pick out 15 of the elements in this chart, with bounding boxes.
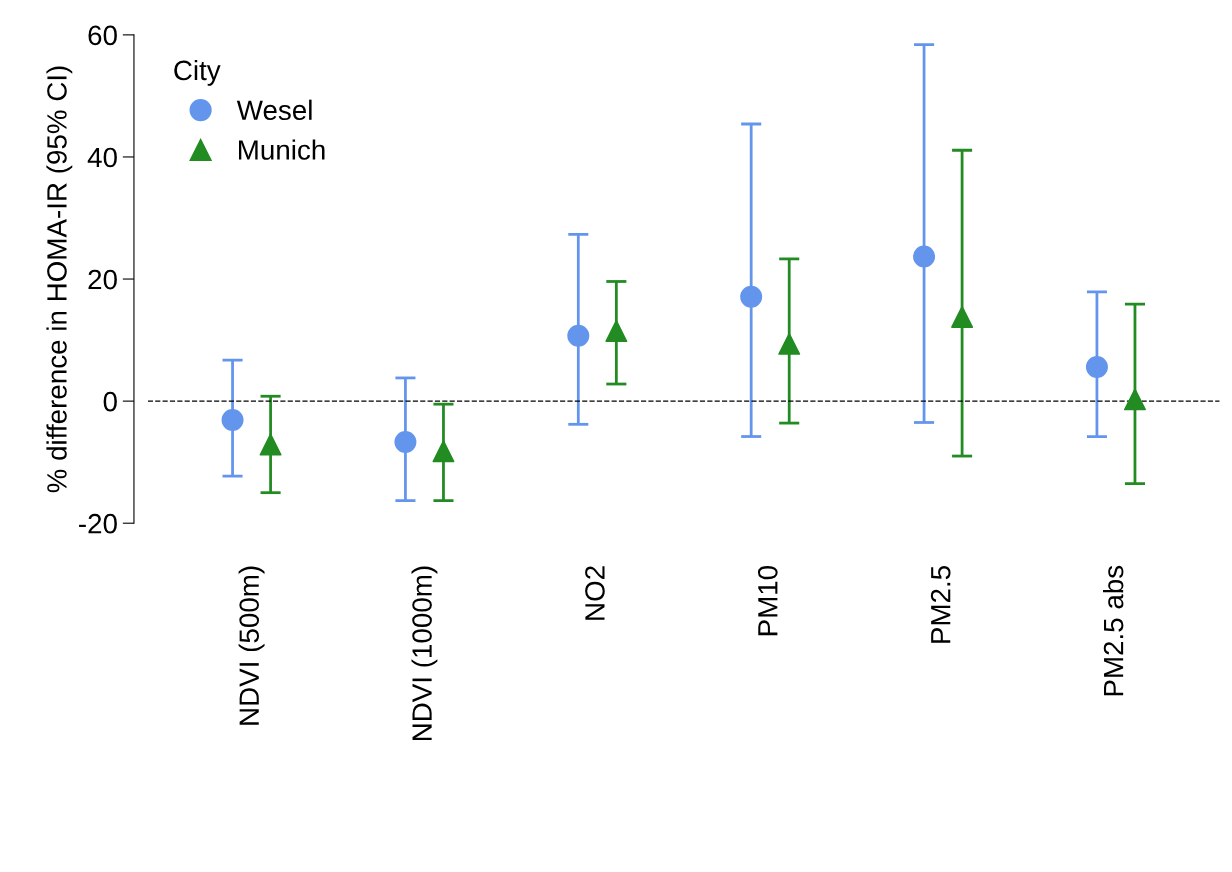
x-tick-label: PM2.5 abs bbox=[1103, 565, 1124, 696]
x-tick-label: NO2 bbox=[585, 566, 605, 620]
x-tick-label: PM10 bbox=[757, 565, 778, 636]
y-tick-label: 20 bbox=[88, 269, 117, 290]
legend-label: Wesel bbox=[236, 99, 312, 121]
y-axis-title: % difference in HOMA-IR (95% CI) bbox=[46, 66, 73, 493]
y-tick-label: 60 bbox=[88, 25, 117, 46]
x-tick-label: NDVI (500m) bbox=[238, 566, 265, 725]
legend-label: Munich bbox=[239, 139, 325, 160]
y-tick-label: 0 bbox=[103, 391, 117, 412]
y-tick-label: -20 bbox=[79, 513, 117, 534]
y-tick-label: 40 bbox=[87, 147, 117, 168]
legend-title: City bbox=[174, 59, 221, 86]
x-tick-label: PM2.5 bbox=[930, 566, 951, 643]
x-tick-label: NDVI (1000m) bbox=[411, 566, 438, 741]
